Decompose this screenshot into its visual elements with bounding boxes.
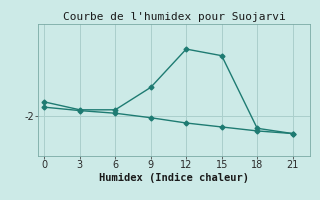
X-axis label: Humidex (Indice chaleur): Humidex (Indice chaleur)	[100, 173, 249, 183]
Title: Courbe de l'humidex pour Suojarvi: Courbe de l'humidex pour Suojarvi	[63, 12, 286, 22]
